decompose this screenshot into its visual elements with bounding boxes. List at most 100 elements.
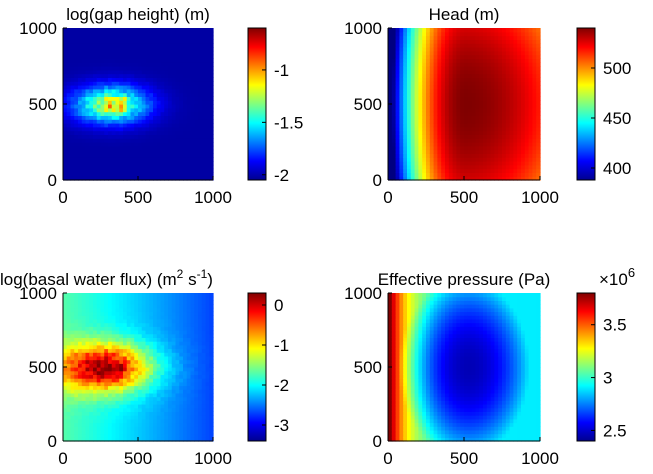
heatmap-cell — [130, 363, 135, 368]
heatmap-cell — [209, 126, 214, 132]
heatmap-cell — [81, 92, 87, 97]
heatmap-cell — [70, 100, 75, 105]
heatmap-cell — [391, 176, 397, 181]
heatmap-cell — [81, 300, 87, 305]
heatmap-cell — [115, 88, 120, 94]
heatmap-cell — [81, 429, 87, 435]
heatmap-cell — [100, 326, 105, 331]
heatmap-cell — [414, 92, 419, 97]
heatmap-cell — [63, 145, 68, 151]
heatmap-cell — [186, 426, 192, 431]
heatmap-cell — [115, 367, 120, 372]
heatmap-cell — [164, 35, 169, 40]
heatmap-cell — [104, 326, 109, 331]
heatmap-cell — [70, 92, 75, 97]
heatmap-cell — [194, 164, 199, 170]
heatmap-cell — [186, 422, 192, 427]
heatmap-cell — [168, 429, 173, 435]
heatmap-cell — [179, 115, 184, 120]
heatmap-cell — [198, 81, 203, 86]
heatmap-cell — [441, 164, 446, 170]
heatmap-cell — [138, 333, 143, 338]
heatmap-cell — [509, 119, 514, 124]
heatmap-cell — [81, 367, 87, 372]
heatmap-cell — [81, 333, 87, 338]
heatmap-cell — [418, 73, 423, 78]
heatmap-cell — [115, 341, 120, 346]
heatmap-cell — [160, 433, 165, 438]
heatmap-cell — [437, 88, 442, 94]
heatmap-cell — [513, 168, 518, 173]
heatmap-cell — [198, 326, 203, 331]
heatmap-cell — [190, 157, 195, 162]
heatmap-cell — [104, 304, 109, 309]
heatmap-cell — [78, 429, 83, 435]
heatmap-cell — [486, 142, 492, 147]
heatmap-cell — [395, 115, 400, 120]
heatmap-cell — [111, 172, 117, 177]
heatmap-cell — [513, 85, 518, 90]
heatmap-cell — [498, 119, 503, 124]
heatmap-cell — [445, 138, 450, 143]
heatmap-cell — [403, 47, 408, 52]
heatmap-cell — [130, 315, 135, 320]
heatmap-cell — [186, 119, 192, 124]
heatmap-cell — [426, 153, 431, 158]
heatmap-cell — [108, 337, 113, 342]
heatmap-cell — [399, 123, 404, 128]
heatmap-cell — [123, 311, 128, 316]
heatmap-cell — [395, 31, 400, 37]
heatmap-cell — [171, 352, 177, 357]
heatmap-cell — [479, 62, 484, 67]
heatmap-cell — [78, 293, 83, 298]
heatmap-cell — [467, 172, 473, 177]
heatmap-cell — [490, 50, 495, 56]
heatmap-cell — [134, 355, 139, 361]
heatmap-cell — [168, 433, 173, 438]
heatmap-cell — [403, 123, 408, 128]
heatmap-cell — [490, 104, 495, 109]
heatmap-cell — [70, 111, 75, 116]
heatmap-cell — [85, 337, 90, 342]
heatmap-cell — [467, 123, 473, 128]
y-tick-label: 1000 — [19, 284, 57, 303]
heatmap-cell — [498, 85, 503, 90]
heatmap-cell — [429, 176, 435, 181]
heatmap-cell — [403, 39, 408, 44]
heatmap-cell — [205, 100, 210, 105]
heatmap-cell — [445, 73, 450, 78]
heatmap-cell — [119, 115, 124, 120]
heatmap-cell — [145, 88, 150, 94]
heatmap-cell — [66, 318, 72, 324]
heatmap-cell — [78, 348, 83, 353]
heatmap-cell — [490, 92, 495, 97]
heatmap-cell — [201, 330, 207, 335]
heatmap-cell — [517, 149, 522, 154]
heatmap-cell — [89, 39, 94, 44]
heatmap-cell — [414, 126, 419, 132]
heatmap-cell — [388, 172, 393, 177]
heatmap-cell — [509, 157, 514, 162]
heatmap-cell — [460, 35, 465, 40]
heatmap-cell — [521, 77, 526, 82]
heatmap-cell — [441, 123, 446, 128]
heatmap-cell — [156, 326, 162, 331]
heatmap-cell — [119, 43, 124, 48]
heatmap-cell — [410, 104, 416, 109]
heatmap-cell — [391, 322, 397, 327]
heatmap-cell — [175, 145, 180, 151]
heatmap-cell — [509, 123, 514, 128]
heatmap-cell — [422, 145, 427, 151]
heatmap-cell — [164, 359, 169, 364]
heatmap-cell — [115, 39, 120, 44]
heatmap-cell — [96, 300, 102, 305]
heatmap-cell — [513, 100, 518, 105]
heatmap-cell — [190, 304, 195, 309]
heatmap-cell — [388, 107, 393, 113]
heatmap-cell — [160, 119, 165, 124]
heatmap-cell — [66, 374, 72, 379]
heatmap-cell — [126, 149, 132, 154]
heatmap-cell — [145, 47, 150, 52]
heatmap-cell — [141, 35, 147, 40]
heatmap-cell — [467, 85, 473, 90]
